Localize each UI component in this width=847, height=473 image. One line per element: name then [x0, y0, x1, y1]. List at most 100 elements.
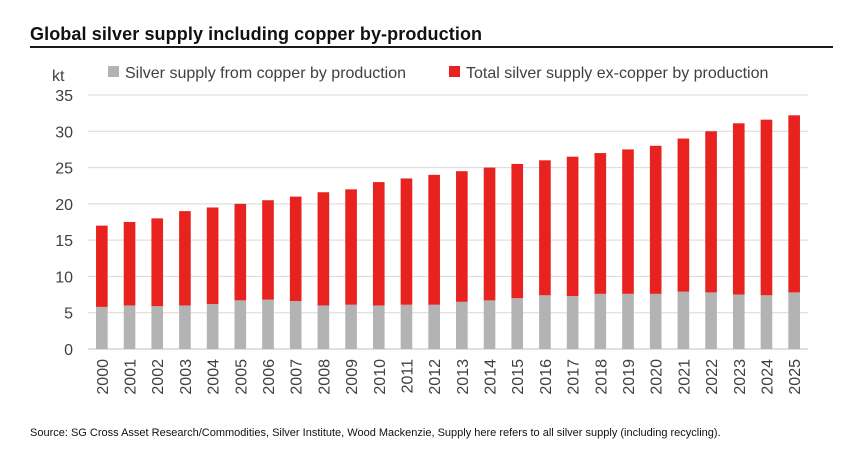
x-tick-label: 2007 — [289, 359, 306, 395]
x-tick-label: 2015 — [510, 359, 527, 395]
bar-segment-ex-copper — [511, 163, 524, 299]
bar-segment-ex-copper — [705, 131, 717, 293]
bar-segment-ex-copper — [372, 182, 385, 306]
bar-segment-copper — [511, 298, 524, 349]
x-axis-ticks: 2000 2001 2002 2003 2004 2005 2006 2007 2008 2009… — [95, 359, 804, 395]
x-tick-label: 2016 — [538, 359, 555, 395]
y-tick-label: 35 — [55, 88, 73, 105]
bar-segment-copper — [594, 293, 607, 349]
bar-segment-copper — [372, 305, 385, 349]
y-tick-label: 10 — [55, 269, 73, 286]
x-tick-label: 2010 — [372, 359, 389, 395]
bar-segment-ex-copper — [483, 167, 496, 301]
x-tick-label: 2019 — [621, 359, 638, 395]
bar-segment-copper — [788, 292, 800, 349]
x-tick-label: 2024 — [759, 359, 776, 395]
y-tick-label: 30 — [55, 124, 73, 141]
bar-segment-copper — [151, 306, 164, 349]
x-tick-label: 2021 — [676, 359, 693, 395]
bar-segment-copper — [345, 304, 357, 349]
gridlines — [88, 94, 808, 350]
y-axis-label: kt — [52, 68, 65, 85]
bar-segment-ex-copper — [317, 192, 330, 306]
x-tick-label: 2001 — [123, 359, 140, 395]
title-divider — [30, 46, 833, 48]
y-tick-label: 20 — [55, 197, 73, 214]
bar-segment-ex-copper — [760, 119, 773, 296]
x-tick-label: 2009 — [344, 359, 361, 395]
bar-segment-ex-copper — [262, 200, 274, 300]
bar-segment-copper — [262, 299, 274, 349]
chart-title: Global silver supply including copper by… — [30, 24, 483, 44]
bar-segment-ex-copper — [649, 145, 662, 294]
x-tick-label: 2005 — [233, 359, 250, 395]
x-tick-label: 2025 — [787, 359, 804, 395]
bar-segment-copper — [96, 306, 108, 349]
legend-label: Silver supply from copper by production — [125, 65, 406, 82]
bar-segment-ex-copper — [594, 153, 607, 294]
source-note: Source: SG Cross Asset Research/Commodit… — [30, 427, 721, 439]
y-tick-label: 15 — [55, 233, 73, 250]
bar-segment-ex-copper — [206, 207, 219, 305]
bar-segment-copper — [206, 304, 219, 349]
y-tick-label: 5 — [64, 306, 73, 323]
x-tick-label: 2020 — [649, 359, 666, 395]
y-axis-ticks: 0 5 10 15 20 25 30 35 — [55, 88, 73, 359]
x-tick-label: 2014 — [483, 359, 500, 395]
bar-segment-ex-copper — [566, 156, 579, 297]
bar-segment-copper — [289, 301, 302, 349]
bar-segment-ex-copper — [428, 174, 440, 305]
bar-segment-copper — [622, 293, 634, 349]
bar-segment-copper — [483, 300, 496, 349]
bar-segment-ex-copper — [788, 115, 800, 293]
bar-segment-ex-copper — [732, 123, 745, 295]
bar-segment-copper — [566, 296, 579, 349]
bar-segment-copper — [677, 291, 690, 349]
bar-segment-copper — [539, 295, 551, 349]
bar-segment-ex-copper — [96, 225, 108, 307]
x-tick-label: 2012 — [427, 359, 444, 395]
bar-segment-copper — [760, 295, 773, 349]
legend: Silver supply from copper by production T… — [108, 65, 768, 82]
legend-swatch — [449, 66, 460, 77]
y-tick-label: 25 — [55, 161, 73, 178]
bar-segment-copper — [649, 293, 662, 349]
x-tick-label: 2004 — [206, 359, 223, 395]
x-tick-label: 2002 — [150, 359, 167, 395]
x-tick-label: 2022 — [704, 359, 721, 395]
bar-segment-copper — [317, 305, 330, 349]
bar-segment-ex-copper — [151, 218, 164, 307]
bar-segment-ex-copper — [400, 178, 413, 305]
y-tick-label: 0 — [64, 342, 73, 359]
bar-segment-copper — [400, 304, 413, 349]
bar-segment-ex-copper — [622, 149, 634, 294]
x-tick-label: 2013 — [455, 359, 472, 395]
bar-segment-ex-copper — [289, 196, 302, 302]
x-tick-label: 2023 — [732, 359, 749, 395]
legend-swatch — [108, 66, 119, 77]
bar-segment-ex-copper — [179, 211, 191, 306]
bar-segment-copper — [705, 292, 717, 349]
x-tick-label: 2017 — [566, 359, 583, 395]
x-tick-label: 2000 — [95, 359, 112, 395]
bar-segment-ex-copper — [123, 222, 136, 306]
bar-segment-ex-copper — [456, 171, 468, 302]
x-tick-label: 2011 — [399, 359, 416, 394]
bar-segment-copper — [456, 301, 468, 349]
bar-segment-ex-copper — [677, 138, 690, 292]
bar-segment-copper — [179, 305, 191, 349]
bar-segment-copper — [123, 305, 136, 349]
bar-segment-ex-copper — [234, 203, 247, 301]
x-tick-label: 2008 — [316, 359, 333, 395]
legend-label: Total silver supply ex-copper by product… — [466, 65, 768, 82]
bar-segment-ex-copper — [345, 189, 357, 305]
bars — [96, 115, 800, 349]
x-tick-label: 2018 — [593, 359, 610, 395]
bar-segment-copper — [732, 294, 745, 349]
bar-segment-copper — [428, 304, 440, 349]
x-tick-label: 2006 — [261, 359, 278, 395]
bar-segment-copper — [234, 300, 247, 349]
bar-segment-ex-copper — [539, 160, 551, 296]
